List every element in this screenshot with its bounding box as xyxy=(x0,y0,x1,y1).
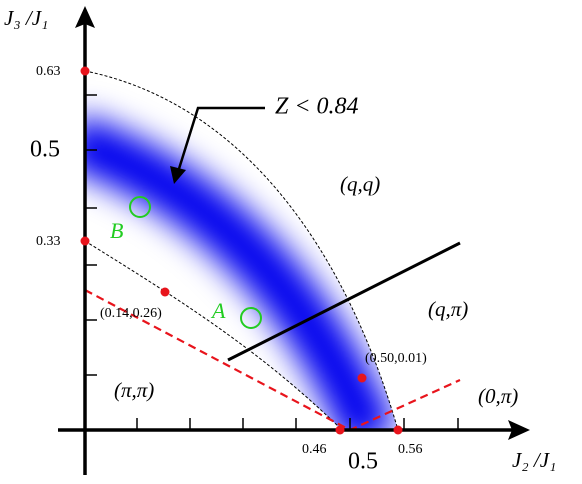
annotation: Z < 0.84 xyxy=(275,94,359,120)
annotation-arrowhead xyxy=(170,166,186,184)
phase-label: (q,π) xyxy=(428,297,468,321)
inner-boundary xyxy=(84,240,343,431)
x-axis-label: J₂ /J₁ xyxy=(512,448,556,472)
y-tick-label: 0.63 xyxy=(36,64,61,79)
y-axis-label: J₃ /J₁ xyxy=(4,6,48,30)
phase-line xyxy=(227,241,461,362)
y-arrow xyxy=(75,6,95,28)
y-tick-label: 0.5 xyxy=(30,137,60,163)
x-tick-label: 0.56 xyxy=(398,442,423,457)
annotation-arrow xyxy=(176,106,265,173)
marker-circle xyxy=(240,307,262,329)
y-tick-label: 0.33 xyxy=(36,234,61,249)
x-arrow xyxy=(508,420,530,440)
outer-boundary xyxy=(84,70,399,431)
ticks xyxy=(85,94,459,430)
marker-label: B xyxy=(110,218,123,243)
x-tick-label: 0.46 xyxy=(302,442,327,457)
phase-label: (q,q) xyxy=(340,172,380,196)
point-label: (0.50,0.01) xyxy=(365,351,427,366)
x-tick-label: 0.5 xyxy=(348,449,378,475)
point-label: (0.14,0.26) xyxy=(100,306,162,321)
low-z-region xyxy=(85,71,398,430)
phase-label: (π,π) xyxy=(114,378,154,402)
marker-label: A xyxy=(210,298,226,323)
phase-label: (0,π) xyxy=(478,384,518,408)
points xyxy=(80,66,403,435)
marker-circle xyxy=(129,196,151,218)
